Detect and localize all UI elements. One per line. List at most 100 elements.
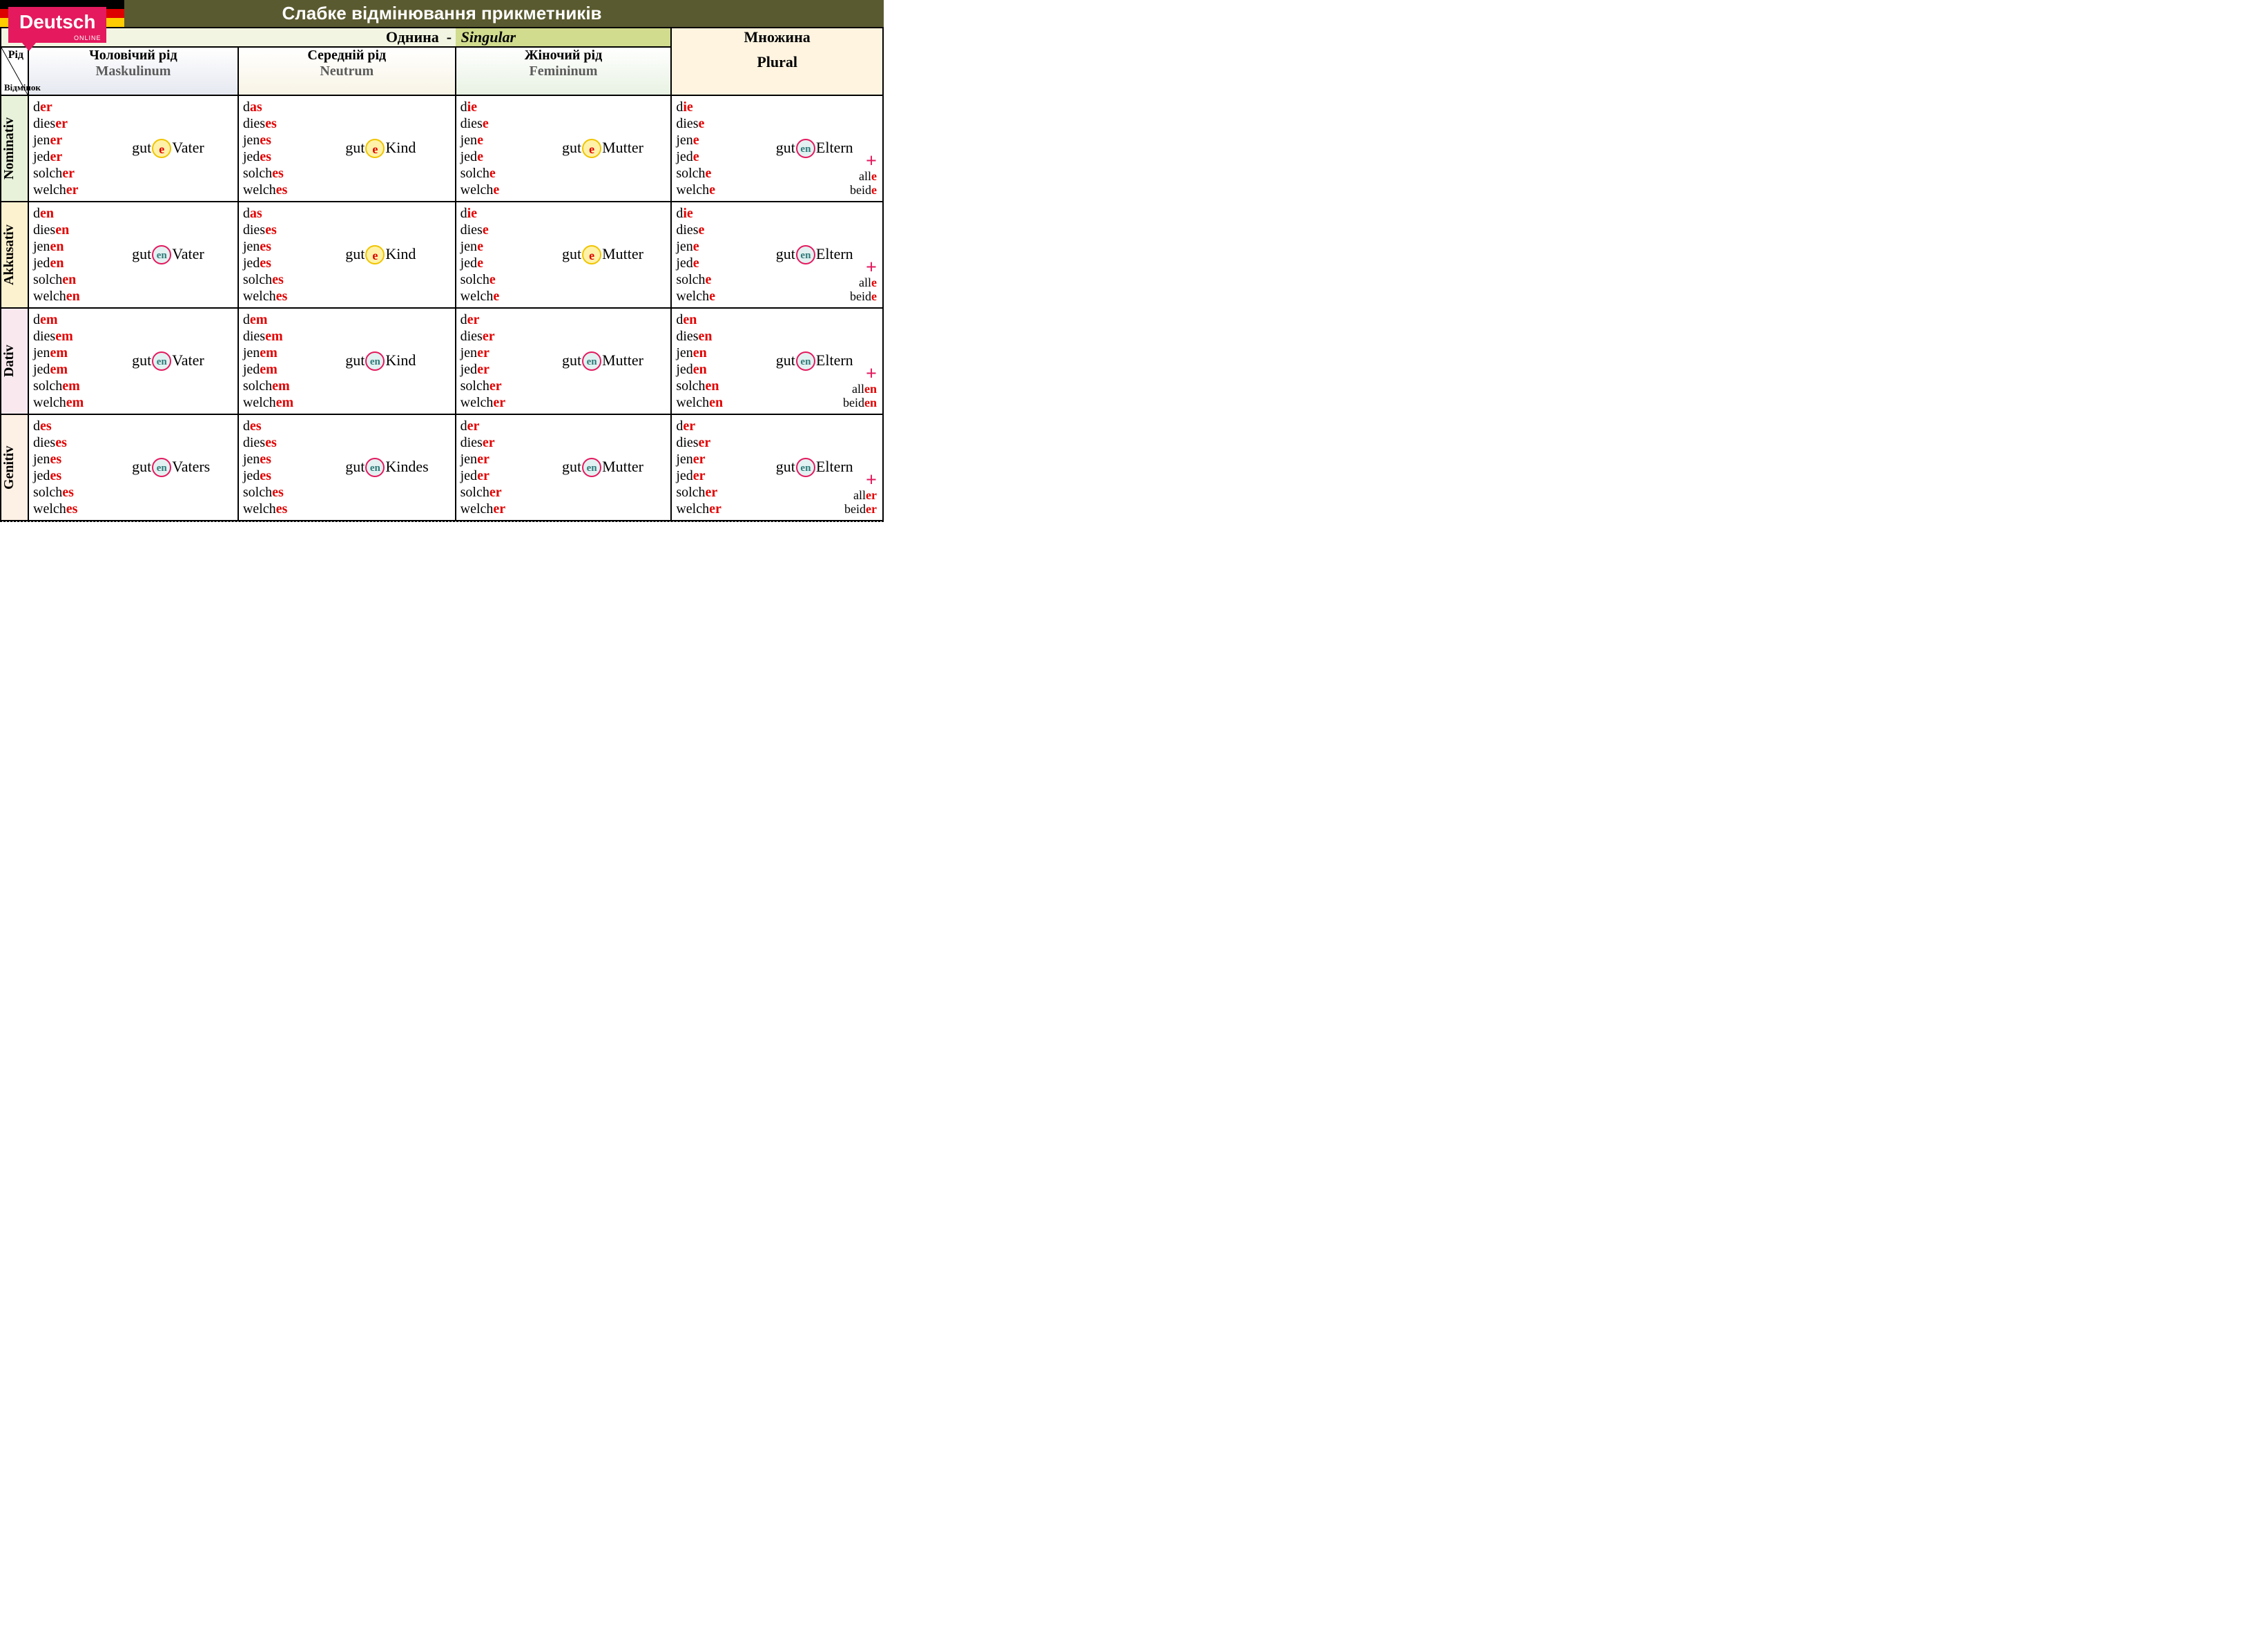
determiner: jeder bbox=[461, 467, 559, 484]
plural-extra-word: beider bbox=[844, 502, 877, 516]
plus-icon: + bbox=[850, 260, 877, 276]
cell-akk-p: diediesejenejedesolchewelchegutenEltern+… bbox=[671, 202, 883, 308]
adj-ending-badge: en bbox=[796, 458, 815, 477]
determiner: jeder bbox=[33, 148, 129, 165]
determiner: welcher bbox=[461, 501, 559, 517]
adjective-noun: gutenMutter bbox=[562, 458, 643, 478]
case-label-akk: Akkusativ bbox=[1, 202, 28, 308]
determiner: jenem bbox=[243, 345, 342, 361]
gender-header-fem: Жіночий рід Femininum bbox=[456, 47, 672, 95]
plural-extra-word: aller bbox=[844, 488, 877, 502]
determiner: jedes bbox=[243, 467, 342, 484]
case-label-dat: Dativ bbox=[1, 308, 28, 414]
determiner: jenen bbox=[676, 345, 773, 361]
cell-dat-p: dendiesenjenenjedensolchenwelchengutenEl… bbox=[671, 308, 883, 414]
cell-gen-p: derdieserjenerjedersolcherwelchergutenEl… bbox=[671, 414, 883, 521]
determiner: welches bbox=[33, 501, 129, 517]
determiner-list: derdieserjenerjedersolcherwelcher bbox=[461, 311, 559, 411]
determiner: die bbox=[461, 205, 559, 222]
determiner: jener bbox=[33, 132, 129, 148]
determiner: jede bbox=[676, 255, 773, 271]
adjective-noun: guteMutter bbox=[562, 139, 643, 159]
determiner: des bbox=[33, 418, 129, 434]
adj-ending-badge: en bbox=[582, 458, 601, 477]
cell-nom-f: diediesejenejedesolchewelcheguteMutter bbox=[456, 95, 672, 202]
determiner: solche bbox=[461, 271, 559, 288]
determiner: solcher bbox=[676, 484, 773, 501]
title-bar: Deutsch ONLINE Слабке відмінювання прикм… bbox=[0, 0, 884, 27]
determiner: dem bbox=[33, 311, 129, 328]
determiner: welcher bbox=[676, 501, 773, 517]
plus-icon: + bbox=[843, 367, 877, 382]
determiner-list: derdieserjenerjedersolcherwelcher bbox=[676, 418, 773, 517]
determiner: jedem bbox=[243, 361, 342, 378]
determiner: solches bbox=[243, 484, 342, 501]
adjective-noun: guteVater bbox=[132, 139, 204, 159]
determiner: welches bbox=[243, 501, 342, 517]
determiner: die bbox=[676, 99, 773, 115]
determiner: solches bbox=[243, 271, 342, 288]
determiner: des bbox=[243, 418, 342, 434]
determiner: die bbox=[461, 99, 559, 115]
determiner: der bbox=[461, 311, 559, 328]
determiner: welches bbox=[243, 288, 342, 305]
determiner: welches bbox=[243, 182, 342, 198]
adj-ending-badge: en bbox=[365, 351, 385, 371]
determiner: der bbox=[676, 418, 773, 434]
determiner-list: dendiesenjenenjedensolchenwelchen bbox=[676, 311, 773, 411]
determiner: dieses bbox=[243, 115, 342, 132]
adjective-noun: gutenVater bbox=[132, 351, 204, 371]
determiner: welcher bbox=[33, 182, 129, 198]
adjective-noun: gutenVaters bbox=[132, 458, 210, 478]
determiner: den bbox=[33, 205, 129, 222]
determiner: jede bbox=[461, 255, 559, 271]
determiner: welchen bbox=[33, 288, 129, 305]
determiner: dieses bbox=[33, 434, 129, 451]
adj-ending-badge: en bbox=[582, 351, 601, 371]
plus-icon: + bbox=[844, 473, 877, 488]
adjective-noun: gutenEltern bbox=[776, 245, 853, 265]
adj-ending-badge: en bbox=[365, 458, 385, 477]
cell-akk-f: diediesejenejedesolchewelcheguteMutter bbox=[456, 202, 672, 308]
adj-ending-badge: e bbox=[152, 139, 171, 158]
determiner: welcher bbox=[461, 394, 559, 411]
cell-dat-n: demdiesemjenemjedemsolchemwelchemgutenKi… bbox=[238, 308, 456, 414]
cell-gen-n: desdiesesjenesjedessolcheswelchesgutenKi… bbox=[238, 414, 456, 521]
determiner: welche bbox=[461, 182, 559, 198]
determiner: jedes bbox=[33, 467, 129, 484]
determiner: jener bbox=[461, 345, 559, 361]
cell-dat-f: derdieserjenerjedersolcherwelchergutenMu… bbox=[456, 308, 672, 414]
determiner: jener bbox=[676, 451, 773, 467]
determiner: jedes bbox=[243, 255, 342, 271]
determiner: jenes bbox=[243, 238, 342, 255]
plural-extra-word: alle bbox=[850, 276, 877, 289]
adj-ending-badge: en bbox=[796, 245, 815, 264]
determiner: jener bbox=[461, 451, 559, 467]
determiner: jenes bbox=[243, 451, 342, 467]
determiner-list: dendiesenjenenjedensolchenwelchen bbox=[33, 205, 129, 305]
determiner: jene bbox=[676, 132, 773, 148]
plural-extra-word: beiden bbox=[843, 396, 877, 409]
plural-extras: +allerbeider bbox=[844, 473, 877, 516]
adj-ending-badge: en bbox=[152, 245, 171, 264]
determiner: jenen bbox=[33, 238, 129, 255]
determiner-list: demdiesemjenemjedemsolchemwelchem bbox=[243, 311, 342, 411]
adjective-noun: guteKind bbox=[345, 139, 416, 159]
determiner: jene bbox=[461, 132, 559, 148]
determiner: dieser bbox=[461, 328, 559, 345]
adjective-noun: guteMutter bbox=[562, 245, 643, 265]
determiner: welche bbox=[676, 182, 773, 198]
determiner: die bbox=[676, 205, 773, 222]
deutsch-online-logo: Deutsch ONLINE bbox=[8, 7, 106, 43]
determiner: solche bbox=[676, 165, 773, 182]
adj-ending-badge: e bbox=[365, 245, 385, 264]
determiner: jeden bbox=[33, 255, 129, 271]
determiner: jeder bbox=[676, 467, 773, 484]
determiner-list: desdiesesjenesjedessolcheswelches bbox=[243, 418, 342, 517]
plus-icon: + bbox=[850, 154, 877, 169]
plural-extra-word: allen bbox=[843, 382, 877, 396]
determiner: das bbox=[243, 99, 342, 115]
determiner: diese bbox=[676, 115, 773, 132]
cell-akk-m: dendiesenjenenjedensolchenwelchengutenVa… bbox=[28, 202, 238, 308]
determiner: jedes bbox=[243, 148, 342, 165]
